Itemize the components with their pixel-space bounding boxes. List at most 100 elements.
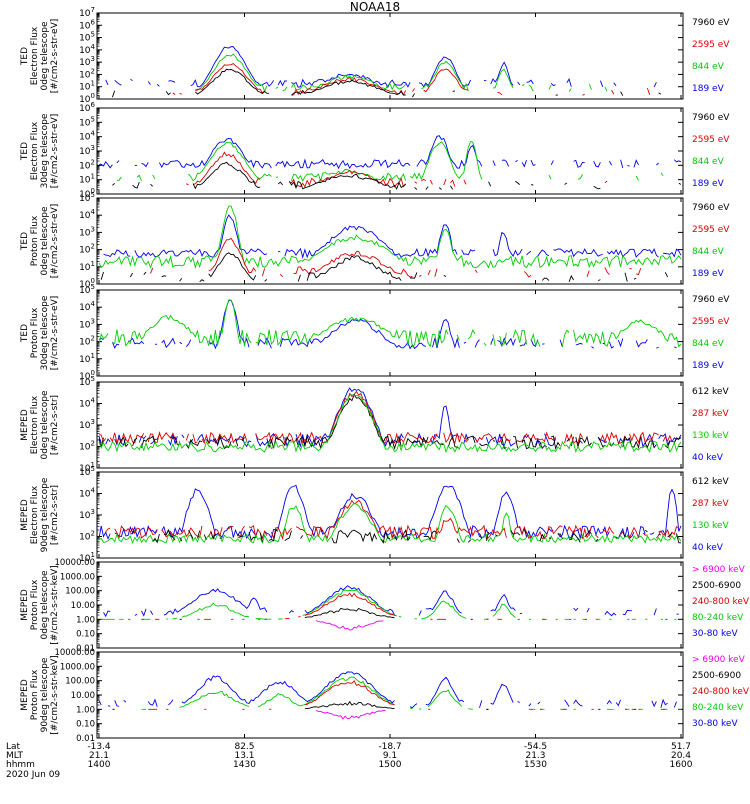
y-axis-label: [#/cm2-s-str] [50, 485, 60, 545]
y-tick-label: 107 [79, 6, 95, 19]
y-tick-label: 101 [79, 80, 95, 93]
y-tick-label: 105 [79, 465, 95, 478]
y-tick-label: 102 [79, 243, 95, 256]
legend-entry: > 6900 keV [692, 565, 746, 575]
legend-entry: 40 keV [692, 543, 724, 553]
y-tick-label: 104 [79, 130, 95, 143]
legend-entry: 189 eV [692, 84, 725, 94]
legend-entry: 189 eV [692, 361, 725, 371]
y-tick-label: 1.00 [76, 705, 95, 715]
series-trace [103, 585, 679, 618]
plot-title: NOAA18 [349, 0, 401, 14]
legend-entry: 240-800 keV [692, 687, 750, 697]
axis-row-value: 51.7 [671, 742, 691, 752]
legend-entry: 844 eV [692, 157, 725, 167]
axis-row-value: 1430 [233, 760, 256, 770]
legend-entry: 287 keV [692, 409, 729, 419]
legend-entry: 844 eV [692, 62, 725, 72]
series-trace [180, 608, 679, 619]
y-tick-label: 100.00 [65, 587, 95, 597]
axis-row-value: 21.3 [525, 751, 545, 761]
axis-row-value: 21.1 [89, 751, 109, 761]
series-trace [98, 135, 682, 170]
axis-row-value: 1500 [379, 760, 402, 770]
legend-entry: 7960 eV [692, 113, 730, 123]
legend-entry: 2595 eV [692, 135, 730, 145]
y-tick-label: 10.00 [71, 601, 95, 611]
y-axis-label: 30deg telescope [40, 113, 50, 188]
y-axis-label: 0deg telescope [40, 206, 50, 276]
axis-row-value: 20.4 [671, 751, 691, 761]
legend-entry: 240-800 keV [692, 597, 750, 607]
y-axis-label: MEPED [20, 589, 30, 621]
y-tick-label: 102 [79, 335, 95, 348]
panel-frame [96, 107, 684, 195]
axis-row-name: Lat [6, 742, 21, 752]
y-tick-label: 102 [79, 158, 95, 171]
legend-entry: 7960 eV [692, 18, 730, 28]
y-tick-label: 1000.00 [60, 572, 95, 582]
legend-entry: 130 keV [692, 431, 729, 441]
series-trace [315, 618, 630, 631]
y-tick-label: 104 [79, 208, 95, 221]
y-tick-label: 10000.00 [54, 558, 95, 568]
y-tick-label: 103 [79, 508, 95, 521]
y-axis-label: 90deg telescope [40, 657, 50, 732]
y-axis-label: Proton Flux [30, 669, 40, 720]
y-tick-label: 101 [79, 551, 95, 564]
y-tick-label: 100 [79, 369, 95, 382]
legend-entry: 189 eV [692, 179, 725, 189]
y-axis-label: [#/cm2-s-str-eV] [50, 296, 60, 371]
y-tick-label: 1000.00 [60, 662, 95, 672]
legend-entry: 30-80 keV [692, 629, 738, 639]
y-axis-label: Proton Flux [30, 307, 40, 358]
y-tick-label: 0.01 [76, 644, 95, 654]
y-axis-label: 30deg telescope [40, 295, 50, 370]
series-trace [148, 680, 666, 710]
legend-entry: 7960 eV [692, 295, 730, 305]
legend-entry: 612 keV [692, 387, 729, 397]
y-axis-label: TED [20, 142, 30, 161]
y-tick-label: 102 [79, 67, 95, 80]
y-axis-label: 0deg telescope [40, 390, 50, 460]
axis-row-value: 13.1 [234, 751, 254, 761]
series-trace [98, 671, 677, 709]
y-axis-label: 0deg telescope [40, 570, 50, 640]
y-tick-label: 100 [79, 277, 95, 290]
legend-entry: 2500-6900 [692, 581, 741, 591]
series-trace [98, 299, 682, 348]
y-tick-label: 100 [79, 92, 95, 105]
y-tick-label: 104 [79, 397, 95, 410]
y-axis-label: Electron Flux [30, 26, 40, 85]
y-tick-label: 106 [79, 18, 95, 31]
series-trace [98, 394, 682, 454]
y-tick-label: 104 [79, 43, 95, 56]
y-axis-label: 0deg telescope [40, 21, 50, 91]
panel-frame [96, 651, 684, 739]
y-tick-label: 105 [79, 375, 95, 388]
y-axis-label: MEPED [20, 409, 30, 441]
series-trace [316, 709, 464, 719]
legend-entry: 612 keV [692, 477, 729, 487]
legend-entry: 844 eV [692, 339, 725, 349]
y-tick-label: 102 [79, 440, 95, 453]
legend-entry: 2595 eV [692, 225, 730, 235]
y-axis-label: Electron Flux [30, 395, 40, 454]
y-tick-label: 103 [79, 317, 95, 330]
y-tick-label: 10000.00 [54, 648, 95, 658]
axis-row-value: 9.1 [383, 751, 397, 761]
legend-entry: 7960 eV [692, 203, 730, 213]
series-trace [106, 47, 672, 88]
series-trace [98, 387, 682, 448]
y-tick-label: 104 [79, 300, 95, 313]
legend-entry: > 6900 keV [692, 655, 746, 665]
y-tick-label: 101 [79, 352, 95, 365]
y-tick-label: 101 [79, 260, 95, 273]
y-tick-label: 105 [79, 115, 95, 128]
y-tick-label: 104 [79, 487, 95, 500]
y-axis-label: Proton Flux [30, 215, 40, 266]
y-tick-label: 103 [79, 55, 95, 68]
axis-row-value: -18.7 [378, 742, 401, 752]
